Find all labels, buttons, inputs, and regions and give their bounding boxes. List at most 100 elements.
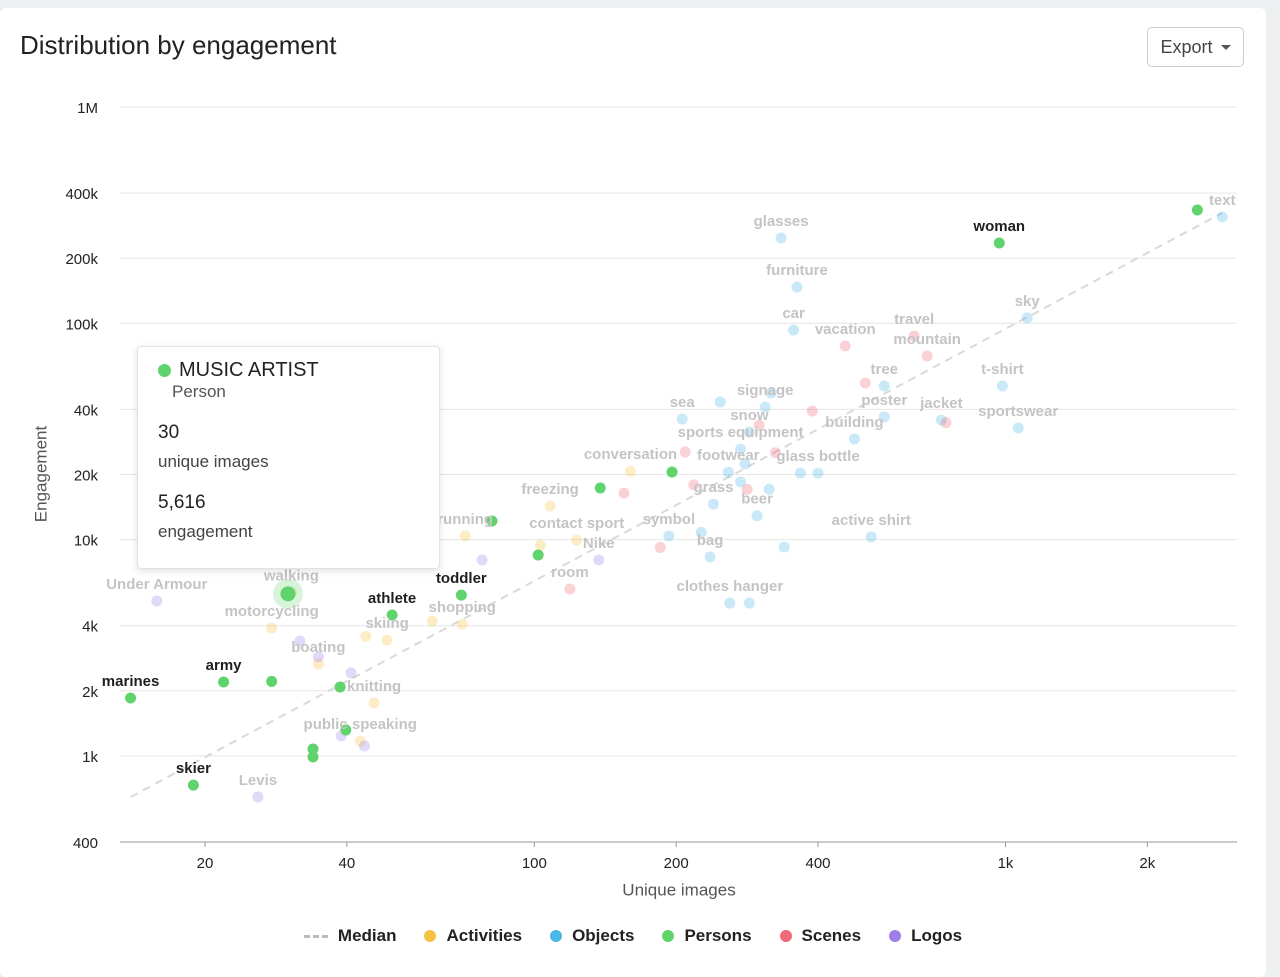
point-label: furniture: [766, 262, 828, 279]
point-label: car: [782, 305, 805, 322]
point: [486, 515, 498, 527]
legend-item[interactable]: Logos: [889, 926, 962, 946]
y-tick-label: 20k: [74, 467, 99, 484]
point: [722, 466, 734, 478]
legend-icon: [779, 930, 792, 942]
point-label: jacket: [919, 395, 963, 412]
legend-label: Median: [337, 926, 397, 945]
point-label: skiing: [365, 615, 408, 632]
point: [218, 676, 230, 688]
point-label: boating: [291, 639, 345, 656]
point: [753, 419, 765, 431]
point-label: sea: [670, 394, 696, 411]
tooltip-y-label: engagement: [158, 522, 253, 541]
point-label: marines: [102, 673, 160, 690]
point: [679, 446, 691, 458]
y-tick-label: 100k: [65, 316, 98, 333]
tooltip-x-label: unique images: [158, 452, 269, 471]
x-tick-label: 1k: [998, 855, 1014, 872]
legend-label: Objects: [572, 926, 635, 945]
point: [993, 237, 1005, 249]
point-label: text: [1209, 192, 1236, 209]
point: [765, 387, 777, 399]
point: [345, 667, 357, 679]
point: [625, 465, 637, 477]
point-label: running: [437, 511, 493, 528]
point-label: clothes hanger: [677, 578, 784, 595]
point: [654, 541, 666, 553]
point-label: room: [551, 564, 589, 581]
point: [1191, 204, 1203, 216]
point: [455, 589, 467, 601]
point: [312, 651, 324, 663]
point-label: public speaking: [304, 716, 417, 733]
point-label: grass: [693, 479, 733, 496]
point-label: contact sport: [529, 515, 624, 532]
point-label: active shirt: [832, 512, 911, 529]
legend-label: Persons: [684, 926, 752, 945]
tooltip-dot: [158, 364, 171, 377]
point-label: sportswear: [978, 403, 1058, 420]
legend-icon: [662, 930, 675, 942]
tooltip-x: 30: [158, 422, 180, 443]
point: [564, 583, 576, 595]
point: [125, 692, 137, 704]
tooltip-category: Person: [172, 382, 226, 401]
card-title: Distribution by engagement: [20, 30, 337, 60]
point: [788, 324, 800, 336]
legend: Median Activities Objects Persons Scenes Logo…: [0, 926, 1266, 946]
caret-icon[interactable]: [1220, 44, 1231, 50]
legend-label: Activities: [446, 926, 523, 945]
point: [571, 534, 583, 546]
point-label: walking: [263, 567, 319, 584]
point: [354, 735, 366, 747]
legend-item[interactable]: Activities: [424, 926, 522, 946]
y-tick-label: 2k: [82, 684, 98, 701]
point: [358, 740, 370, 752]
y-tick-label: 400k: [65, 186, 98, 203]
point: [252, 791, 264, 803]
point: [695, 526, 707, 538]
legend-item[interactable]: Scenes: [779, 926, 861, 946]
point-label: sports equipment: [678, 424, 804, 441]
point-label: skier: [176, 760, 211, 777]
point: [334, 681, 346, 693]
point-label: sky: [1015, 293, 1041, 310]
export-button[interactable]: Export: [1147, 27, 1244, 67]
x-tick-label: 40: [339, 855, 356, 872]
point: [312, 658, 324, 670]
point-label: Nike: [583, 535, 615, 552]
point: [594, 482, 606, 494]
point: [724, 597, 736, 609]
point-label: knitting: [347, 678, 401, 695]
point: [743, 426, 755, 438]
point: [996, 380, 1008, 392]
point-label: toddler: [436, 570, 487, 587]
point: [839, 340, 851, 352]
point: [381, 634, 393, 646]
point: [459, 530, 471, 542]
point-label: vacation: [815, 321, 876, 338]
point-label: bag: [697, 532, 724, 549]
point: [741, 483, 753, 495]
point-label: army: [206, 657, 243, 674]
export-label[interactable]: Export: [1160, 36, 1213, 57]
y-tick-label: 1k: [82, 749, 98, 766]
legend-item[interactable]: Median: [303, 926, 397, 946]
x-tick-label: 200: [664, 855, 689, 872]
point: [666, 466, 678, 478]
point: [859, 377, 871, 389]
point: [663, 530, 675, 542]
x-axis-title: Unique images: [622, 880, 735, 899]
legend-item[interactable]: Persons: [662, 926, 752, 946]
legend-item[interactable]: Objects: [550, 926, 634, 946]
point: [340, 724, 352, 736]
point: [865, 531, 877, 543]
point: [476, 554, 488, 566]
x-tick-label: 100: [522, 855, 547, 872]
point: [307, 751, 319, 763]
point: [1021, 312, 1033, 324]
legend-icon: [303, 934, 328, 938]
point: [735, 476, 747, 488]
